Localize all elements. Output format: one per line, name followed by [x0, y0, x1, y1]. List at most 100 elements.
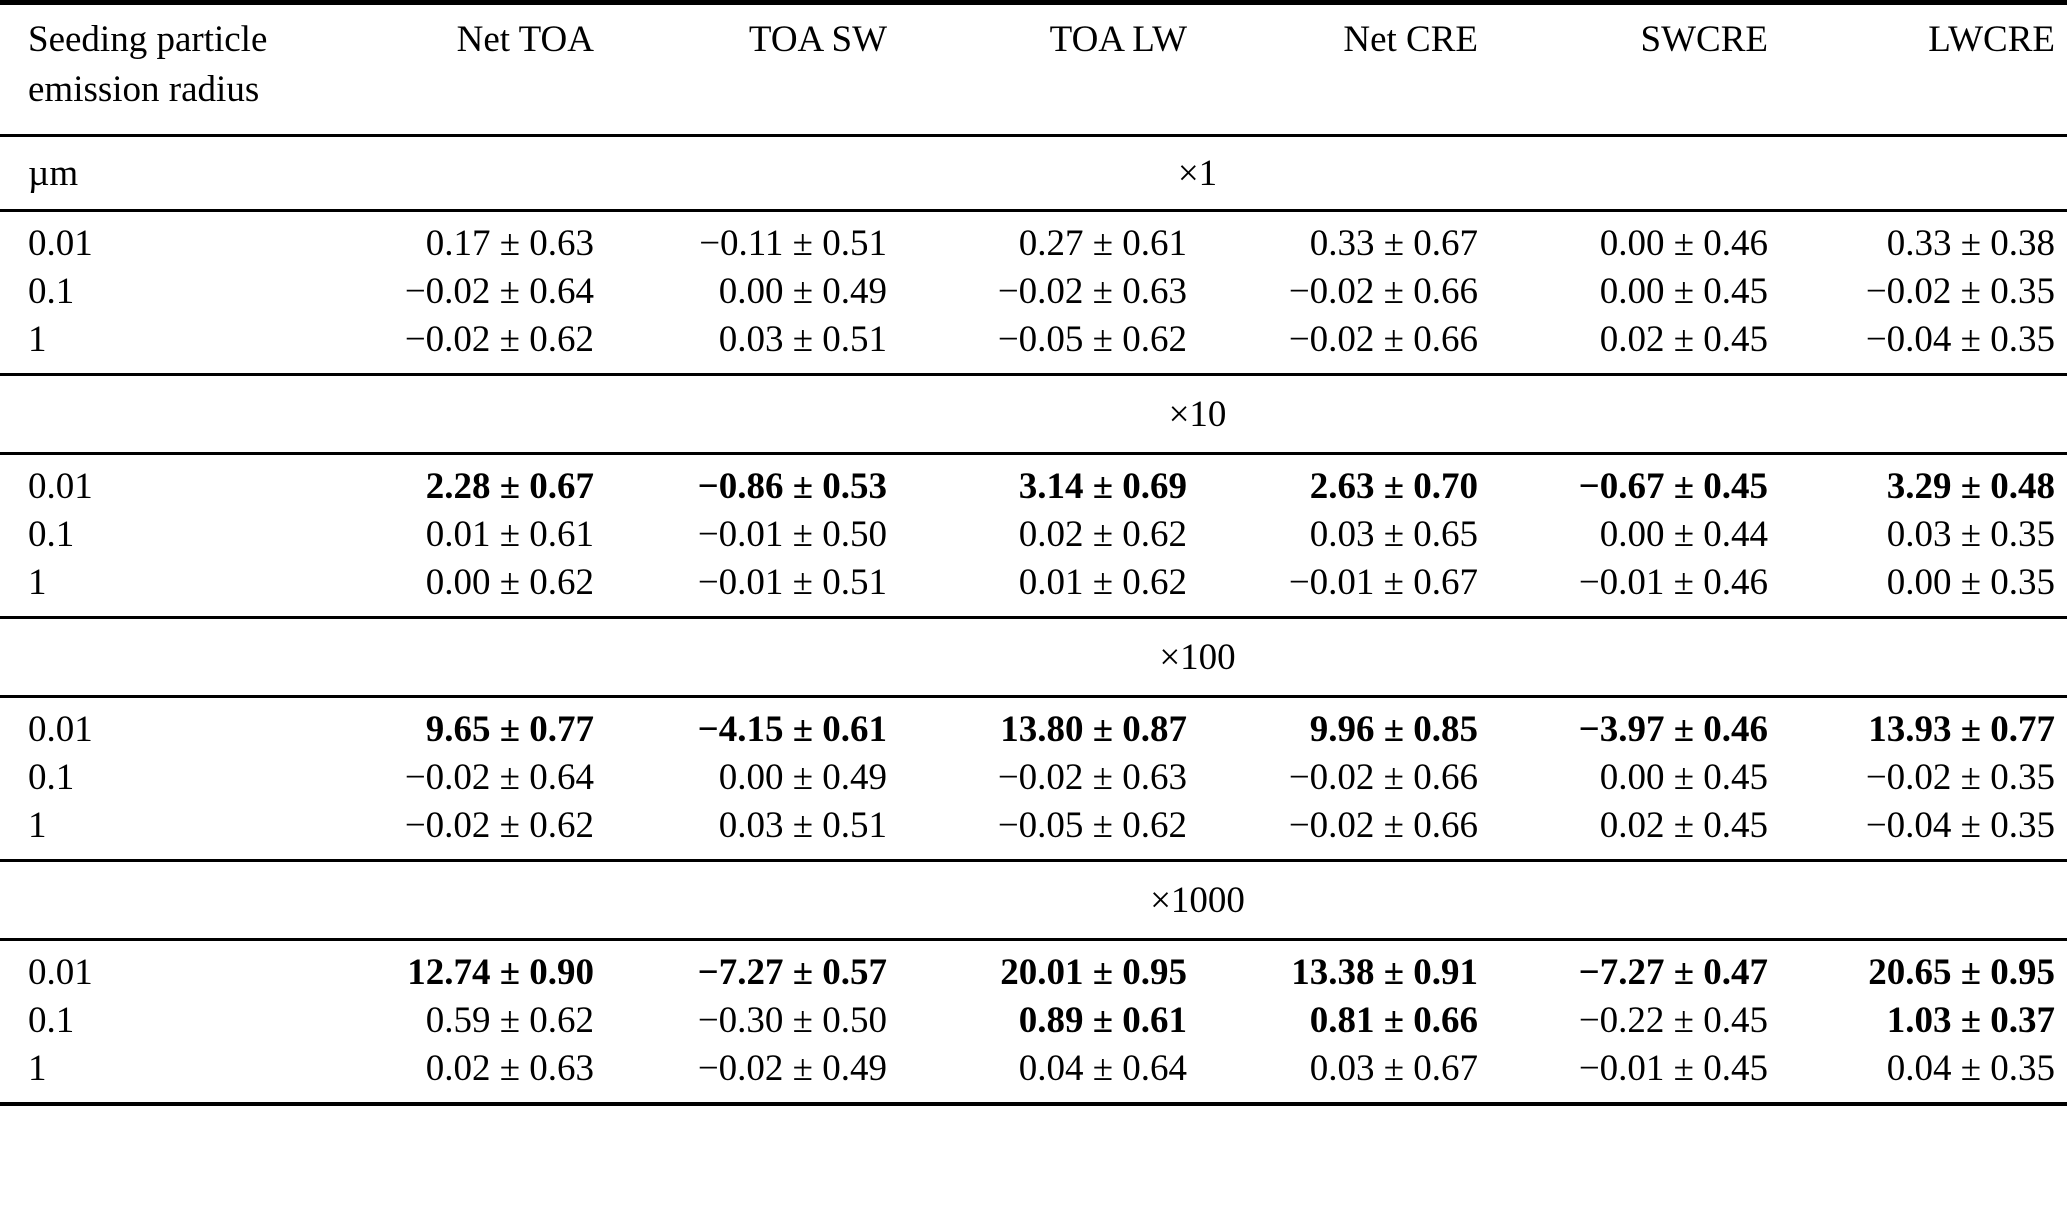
table-cell: −0.02 ± 0.66 [1288, 805, 1478, 846]
table-cell: 9.65 ± 0.77 [425, 709, 594, 750]
table-row: 1 −0.02 ± 0.62 0.03 ± 0.51 −0.05 ± 0.62 … [0, 318, 2067, 375]
table-cell: 1.03 ± 0.37 [1886, 1000, 2055, 1041]
table-cell: 13.38 ± 0.91 [1291, 952, 1478, 993]
table-row: 0.01 9.65 ± 0.77 −4.15 ± 0.61 13.80 ± 0.… [0, 697, 2067, 752]
results-table: Seeding particle emission radius Net TOA… [0, 0, 2067, 1106]
section-x1000: 0.01 12.74 ± 0.90 −7.27 ± 0.57 20.01 ± 0… [0, 940, 2067, 1105]
column-header-toa-lw: TOA LW [1049, 19, 1187, 60]
table-cell: 3.14 ± 0.69 [1018, 466, 1187, 507]
table-cell: 2.63 ± 0.70 [1309, 466, 1478, 507]
table-cell: 0.00 ± 0.62 [425, 562, 594, 603]
table-row: 0.01 0.17 ± 0.63 −0.11 ± 0.51 0.27 ± 0.6… [0, 211, 2067, 266]
table-cell: 0.17 ± 0.63 [425, 223, 594, 264]
row-label: 0.1 [28, 271, 75, 312]
table-cell: −0.02 ± 0.66 [1288, 271, 1478, 312]
table-cell: 12.74 ± 0.90 [407, 952, 594, 993]
table-cell: 13.93 ± 0.77 [1868, 709, 2055, 750]
table-cell: −4.15 ± 0.61 [697, 709, 887, 750]
table-cell: −0.02 ± 0.49 [697, 1048, 887, 1089]
table-cell: 0.00 ± 0.45 [1599, 757, 1768, 798]
row-label: 1 [28, 319, 47, 360]
table-cell: −0.04 ± 0.35 [1865, 805, 2055, 846]
table-cell: 20.65 ± 0.95 [1868, 952, 2055, 993]
table-cell: −0.02 ± 0.62 [404, 319, 594, 360]
table-cell: −7.27 ± 0.47 [1578, 952, 1768, 993]
multiplier-label-x1000: ×1000 [1150, 879, 1245, 921]
table-cell: 0.00 ± 0.35 [1886, 562, 2055, 603]
table-row: 0.1 −0.02 ± 0.64 0.00 ± 0.49 −0.02 ± 0.6… [0, 751, 2067, 804]
table-cell: 0.01 ± 0.62 [1018, 562, 1187, 603]
row-label: 0.01 [28, 466, 93, 507]
row-label: 1 [28, 805, 47, 846]
table-cell: −0.02 ± 0.62 [404, 805, 594, 846]
table-cell: −0.22 ± 0.45 [1578, 1000, 1768, 1041]
table-cell: 0.04 ± 0.35 [1886, 1048, 2055, 1089]
table-cell: −0.01 ± 0.50 [697, 514, 887, 555]
multiplier-label-x1: ×1 [1177, 152, 1218, 194]
row-label: 0.1 [28, 1000, 75, 1041]
table-cell: 0.03 ± 0.35 [1886, 514, 2055, 555]
table-cell: 9.96 ± 0.85 [1309, 709, 1478, 750]
table-cell: 3.29 ± 0.48 [1886, 466, 2055, 507]
table-cell: −3.97 ± 0.46 [1578, 709, 1768, 750]
table-cell: 0.02 ± 0.45 [1599, 805, 1768, 846]
table-cell: 0.00 ± 0.49 [718, 757, 887, 798]
table-cell: −0.01 ± 0.67 [1288, 562, 1478, 603]
column-header-net-cre: Net CRE [1343, 19, 1478, 60]
table-row: 1 0.00 ± 0.62 −0.01 ± 0.51 0.01 ± 0.62 −… [0, 561, 2067, 618]
table-cell: −0.11 ± 0.51 [699, 223, 887, 264]
empty-cell [0, 375, 364, 454]
column-header-lwcre: LWCRE [1928, 19, 2055, 60]
table-cell: −0.02 ± 0.66 [1288, 319, 1478, 360]
table-cell: −0.02 ± 0.35 [1865, 271, 2055, 312]
table-row: 0.01 12.74 ± 0.90 −7.27 ± 0.57 20.01 ± 0… [0, 940, 2067, 995]
table-cell: 0.02 ± 0.45 [1599, 319, 1768, 360]
table-cell: −0.02 ± 0.66 [1288, 757, 1478, 798]
multiplier-row: ×100 [0, 617, 2067, 697]
multiplier-label-x100: ×100 [1159, 636, 1236, 678]
table-cell: 0.27 ± 0.61 [1018, 223, 1187, 264]
empty-cell [0, 618, 364, 697]
table-cell: 0.02 ± 0.63 [425, 1048, 594, 1089]
table-cell: 0.00 ± 0.45 [1599, 271, 1768, 312]
row-label: 0.01 [28, 709, 93, 750]
unit-row: µm ×1 [0, 136, 2067, 211]
empty-cell [0, 861, 364, 940]
table-cell: 20.01 ± 0.95 [1000, 952, 1187, 993]
table-cell: 0.81 ± 0.66 [1309, 1000, 1478, 1041]
section-x10: 0.01 2.28 ± 0.67 −0.86 ± 0.53 3.14 ± 0.6… [0, 454, 2067, 618]
table-cell: 2.28 ± 0.67 [425, 466, 594, 507]
table-cell: −0.02 ± 0.35 [1865, 757, 2055, 798]
table-cell: −0.01 ± 0.45 [1578, 1048, 1768, 1089]
table-row: 0.1 0.01 ± 0.61 −0.01 ± 0.50 0.02 ± 0.62… [0, 508, 2067, 561]
column-header-radius: Seeding particle emission radius [28, 19, 268, 110]
table-row: 1 0.02 ± 0.63 −0.02 ± 0.49 0.04 ± 0.64 0… [0, 1047, 2067, 1104]
table-row: 0.1 0.59 ± 0.62 −0.30 ± 0.50 0.89 ± 0.61… [0, 994, 2067, 1047]
table-cell: 0.03 ± 0.67 [1309, 1048, 1478, 1089]
table-cell: 0.59 ± 0.62 [425, 1000, 594, 1041]
table-row: 1 −0.02 ± 0.62 0.03 ± 0.51 −0.05 ± 0.62 … [0, 804, 2067, 861]
table-cell: −0.05 ± 0.62 [997, 805, 1187, 846]
table-cell: 0.33 ± 0.67 [1309, 223, 1478, 264]
table-cell: 0.04 ± 0.64 [1018, 1048, 1187, 1089]
row-label: 0.1 [28, 514, 75, 555]
header-row: Seeding particle emission radius Net TOA… [0, 3, 2067, 136]
table-cell: −0.86 ± 0.53 [697, 466, 887, 507]
table-cell: −0.02 ± 0.63 [997, 757, 1187, 798]
table-cell: 0.89 ± 0.61 [1018, 1000, 1187, 1041]
table-cell: 0.00 ± 0.46 [1599, 223, 1768, 264]
table-cell: 0.03 ± 0.51 [718, 805, 887, 846]
column-header-net-toa: Net TOA [456, 19, 594, 60]
table-row: 0.01 2.28 ± 0.67 −0.86 ± 0.53 3.14 ± 0.6… [0, 454, 2067, 509]
unit-label: µm [28, 152, 79, 194]
table-cell: 0.00 ± 0.49 [718, 271, 887, 312]
row-label: 1 [28, 1048, 47, 1089]
table-cell: 0.02 ± 0.62 [1018, 514, 1187, 555]
section-x1: 0.01 0.17 ± 0.63 −0.11 ± 0.51 0.27 ± 0.6… [0, 211, 2067, 375]
multiplier-label-x10: ×10 [1168, 393, 1227, 435]
table-cell: −7.27 ± 0.57 [697, 952, 887, 993]
table-cell: −0.01 ± 0.46 [1578, 562, 1768, 603]
table-cell: −0.01 ± 0.51 [697, 562, 887, 603]
table-cell: −0.04 ± 0.35 [1865, 319, 2055, 360]
